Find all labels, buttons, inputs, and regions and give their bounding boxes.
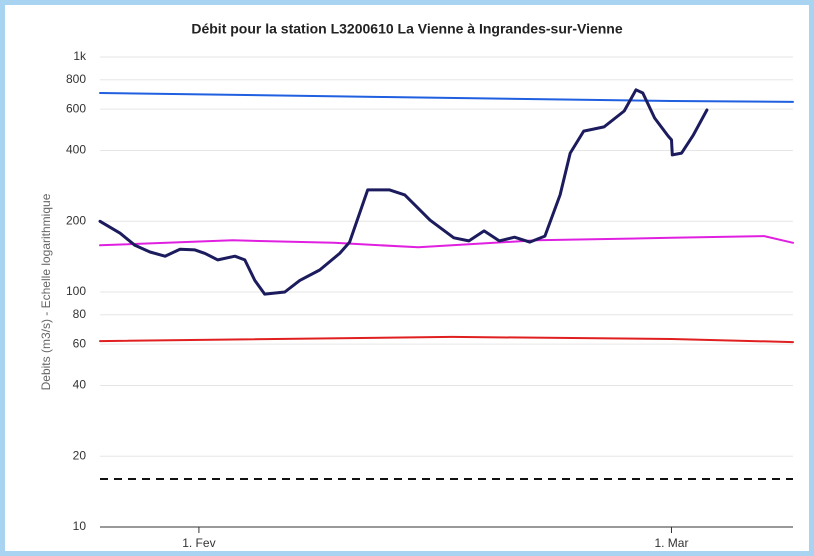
y-tick-label: 20 — [73, 448, 87, 462]
series-line — [98, 88, 709, 296]
y-axis-title: Debits (m3/s) - Echelle logarithmique — [39, 193, 53, 390]
series-line — [99, 92, 794, 103]
y-tick-label: 1k — [73, 49, 87, 63]
y-tick-label: 800 — [66, 72, 86, 86]
chart-title: Débit pour la station L3200610 La Vienne… — [191, 21, 622, 37]
y-tick-label: 200 — [66, 213, 86, 227]
y-tick-label: 400 — [66, 143, 86, 157]
y-tick-label: 100 — [66, 284, 86, 298]
chart: Débit pour la station L3200610 La Vienne… — [39, 21, 794, 550]
y-tick-label: 60 — [73, 336, 87, 350]
y-tick-label: 10 — [73, 519, 87, 533]
y-tick-label: 40 — [73, 378, 87, 392]
x-tick-label: 1. Fev — [182, 536, 215, 550]
y-tick-label: 600 — [66, 101, 86, 115]
x-tick-label: 1. Mar — [654, 536, 688, 550]
series-line — [99, 335, 794, 344]
series-line — [99, 235, 794, 249]
y-tick-label: 80 — [73, 307, 87, 321]
